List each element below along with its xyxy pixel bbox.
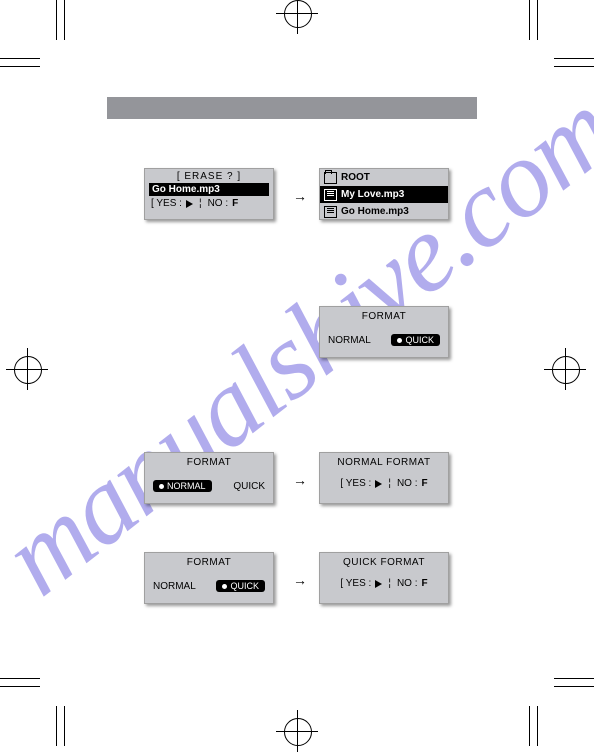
reg-cross — [297, 0, 298, 34]
file-icon — [324, 206, 337, 218]
confirm-title: NORMAL FORMAT — [320, 453, 448, 468]
format-options: NORMAL QUICK — [145, 478, 273, 494]
yes-no-row: [ YES : ¦ NO : F — [320, 576, 448, 589]
no-value: F — [422, 478, 428, 489]
root-label: ROOT — [341, 172, 370, 183]
format-title: FORMAT — [145, 453, 273, 468]
file-label: Go Home.mp3 — [341, 206, 409, 217]
screen-normal-format-confirm: NORMAL FORMAT [ YES : ¦ NO : F — [319, 452, 449, 504]
crop-mark — [554, 678, 594, 679]
reg-mark-bottom — [284, 718, 312, 746]
no-label: NO : — [208, 198, 229, 209]
reg-mark-top — [284, 0, 312, 28]
arrow-icon: → — [293, 472, 307, 488]
yes-label: [ YES : — [151, 198, 182, 209]
no-label: NO : — [397, 578, 418, 589]
play-icon — [375, 580, 382, 588]
separator: ¦ — [388, 478, 391, 489]
format-options: NORMAL QUICK — [320, 332, 448, 348]
yes-label: [ YES : — [340, 578, 371, 589]
screen-format-quick2: FORMAT NORMAL QUICK — [144, 552, 274, 604]
reg-cross — [27, 348, 28, 390]
play-icon — [375, 480, 382, 488]
list-item: My Love.mp3 — [320, 186, 448, 203]
yes-no-row: [ YES : ¦ NO : F — [145, 196, 273, 209]
screen-format-normal: FORMAT NORMAL QUICK — [144, 452, 274, 504]
file-label: My Love.mp3 — [341, 189, 404, 200]
yes-label: [ YES : — [340, 478, 371, 489]
screen-format-quick: FORMAT NORMAL QUICK — [319, 306, 449, 358]
screen-root: ROOT My Love.mp3 Go Home.mp3 — [319, 168, 449, 220]
confirm-title: QUICK FORMAT — [320, 553, 448, 568]
crop-mark — [0, 678, 40, 679]
option-quick: QUICK — [233, 481, 265, 492]
format-title: FORMAT — [320, 307, 448, 322]
crop-mark — [537, 0, 538, 40]
crop-mark — [56, 0, 57, 40]
crop-mark — [537, 706, 538, 746]
crop-mark — [64, 706, 65, 746]
screen-erase: [ ERASE ? ] Go Home.mp3 [ YES : ¦ NO : F — [144, 168, 274, 220]
crop-mark — [0, 58, 40, 59]
format-options: NORMAL QUICK — [145, 578, 273, 594]
crop-mark — [0, 686, 40, 687]
no-value: F — [422, 578, 428, 589]
erase-title: [ ERASE ? ] — [145, 169, 273, 182]
crop-mark — [554, 58, 594, 59]
arrow-icon: → — [293, 572, 307, 588]
list-item: Go Home.mp3 — [320, 203, 448, 220]
option-normal: NORMAL — [328, 335, 371, 346]
no-label: NO : — [397, 478, 418, 489]
file-icon — [324, 189, 337, 201]
separator: ¦ — [199, 198, 202, 209]
reg-mark-right — [552, 356, 580, 384]
option-quick-selected: QUICK — [391, 334, 440, 346]
crop-mark — [554, 66, 594, 67]
option-quick-selected: QUICK — [216, 580, 265, 592]
yes-no-row: [ YES : ¦ NO : F — [320, 476, 448, 489]
crop-mark — [0, 66, 40, 67]
crop-mark — [529, 706, 530, 746]
crop-mark — [554, 686, 594, 687]
option-normal: NORMAL — [153, 581, 196, 592]
separator: ¦ — [388, 578, 391, 589]
play-icon — [186, 200, 193, 208]
reg-mark-left — [14, 356, 42, 384]
screen-quick-format-confirm: QUICK FORMAT [ YES : ¦ NO : F — [319, 552, 449, 604]
format-title: FORMAT — [145, 553, 273, 568]
root-header: ROOT — [320, 169, 448, 186]
no-value: F — [232, 198, 238, 209]
watermark: manualshive.com — [0, 67, 594, 621]
crop-mark — [56, 706, 57, 746]
folder-icon — [324, 172, 337, 184]
header-bar — [107, 97, 477, 119]
reg-cross — [565, 348, 566, 390]
erase-filename: Go Home.mp3 — [149, 183, 269, 196]
option-normal-selected: NORMAL — [153, 480, 212, 492]
crop-mark — [529, 0, 530, 40]
arrow-icon: → — [293, 188, 307, 204]
crop-mark — [64, 0, 65, 40]
